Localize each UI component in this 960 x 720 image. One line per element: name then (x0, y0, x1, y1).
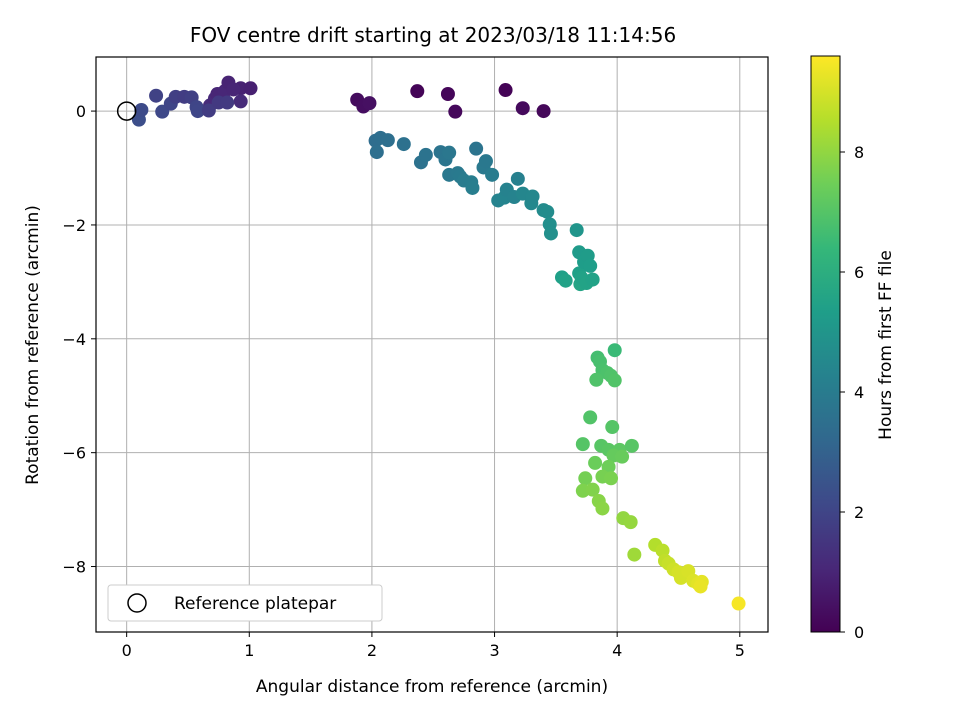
data-point (510, 171, 525, 186)
data-point (134, 102, 149, 117)
y-tick-label: 0 (76, 102, 86, 121)
data-point (624, 438, 639, 453)
legend: Reference platepar (107, 584, 383, 622)
legend-box (107, 584, 383, 622)
x-axis-ticks: 0 1 2 3 4 5 (122, 632, 745, 660)
data-point (607, 373, 622, 388)
data-point (498, 83, 513, 98)
y-tick-label: −4 (62, 330, 86, 349)
data-point (536, 104, 551, 119)
x-tick-label: 1 (244, 641, 254, 660)
y-tick-label: −2 (62, 216, 86, 235)
data-point (585, 272, 600, 287)
colorbar-tick-label: 2 (854, 503, 864, 522)
x-tick-label: 2 (367, 641, 377, 660)
data-point (627, 547, 642, 562)
data-point (558, 273, 573, 288)
y-tick-label: −6 (62, 444, 86, 463)
data-point (478, 154, 493, 169)
data-points (131, 75, 746, 611)
colorbar-gradient (810, 55, 841, 633)
data-point (448, 104, 463, 119)
data-point (604, 471, 619, 486)
colorbar-label: Hours from first FF file (876, 250, 896, 440)
data-point (583, 258, 598, 273)
x-tick-label: 0 (122, 641, 132, 660)
y-tick-label: −8 (62, 558, 86, 577)
data-point (201, 103, 216, 118)
data-point (469, 141, 484, 156)
plot-frame (95, 56, 769, 633)
data-point (623, 515, 638, 530)
data-point (578, 471, 593, 486)
colorbar-tick-label: 0 (854, 623, 864, 642)
data-point (585, 482, 600, 497)
y-axis-ticks: 0 −2 −4 −6 −8 (62, 102, 96, 577)
data-point (525, 189, 540, 204)
data-point (410, 84, 425, 99)
data-point (396, 137, 411, 152)
data-point (515, 101, 530, 116)
data-point (543, 226, 558, 241)
data-point (149, 88, 164, 103)
x-tick-label: 3 (489, 641, 499, 660)
x-axis-label: Angular distance from reference (arcmin) (256, 677, 608, 697)
data-point (362, 96, 377, 111)
data-point (693, 579, 708, 594)
data-point (442, 145, 457, 160)
data-point (233, 94, 248, 109)
data-point (418, 147, 433, 162)
data-point (589, 372, 604, 387)
colorbar-tick-label: 4 (854, 383, 864, 402)
data-point (595, 501, 610, 516)
data-point (369, 145, 384, 160)
data-point (615, 449, 630, 464)
x-tick-label: 4 (612, 641, 622, 660)
data-point (605, 420, 620, 435)
data-point (607, 343, 622, 358)
data-point (220, 95, 235, 110)
colorbar-ticks: 0 2 4 6 8 (840, 143, 864, 642)
data-point (731, 596, 746, 611)
data-point (190, 104, 205, 119)
data-point (243, 81, 258, 96)
data-point (583, 410, 598, 425)
data-point (569, 223, 584, 238)
reference-platepar-marker (116, 101, 137, 121)
data-point (588, 455, 603, 470)
legend-marker (127, 593, 147, 613)
data-point (226, 82, 241, 97)
data-point (575, 437, 590, 452)
data-point (465, 180, 480, 195)
data-point (540, 204, 555, 219)
colorbar-tick-label: 6 (854, 263, 864, 282)
y-axis-label: Rotation from reference (arcmin) (23, 205, 43, 485)
colorbar-tick-label: 8 (854, 143, 864, 162)
legend-label: Reference platepar (174, 594, 336, 614)
x-tick-label: 5 (735, 641, 745, 660)
chart-title: FOV centre drift starting at 2023/03/18 … (190, 23, 676, 47)
colorbar: 0 2 4 6 8 Hours from first FF file (810, 55, 896, 642)
data-point (485, 167, 500, 182)
data-point (380, 133, 395, 148)
plot-area: 0 1 2 3 4 5 0 −2 −4 −6 −8 (62, 56, 769, 660)
grid-lines (96, 57, 768, 632)
data-point (440, 87, 455, 102)
